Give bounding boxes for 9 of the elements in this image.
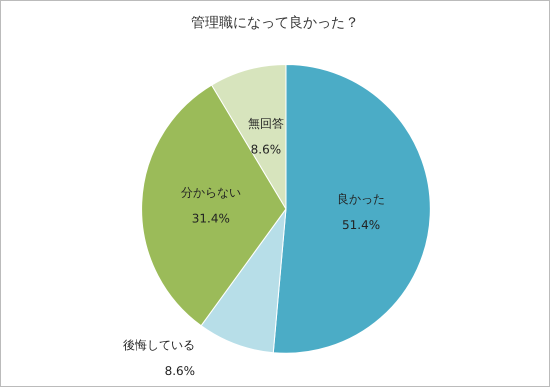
chart-title: 管理職になって良かった？ — [191, 15, 359, 31]
slice-label: 無回答 — [248, 116, 284, 130]
slice-label: 良かった — [337, 192, 386, 206]
data-label: 8.6% — [164, 364, 196, 378]
data-label: 31.4% — [192, 212, 230, 226]
slice-label: 後悔している — [123, 338, 196, 352]
data-label: 8.6% — [250, 142, 282, 156]
slice-label: 分からない — [180, 186, 241, 200]
data-label: 51.4% — [342, 218, 380, 232]
